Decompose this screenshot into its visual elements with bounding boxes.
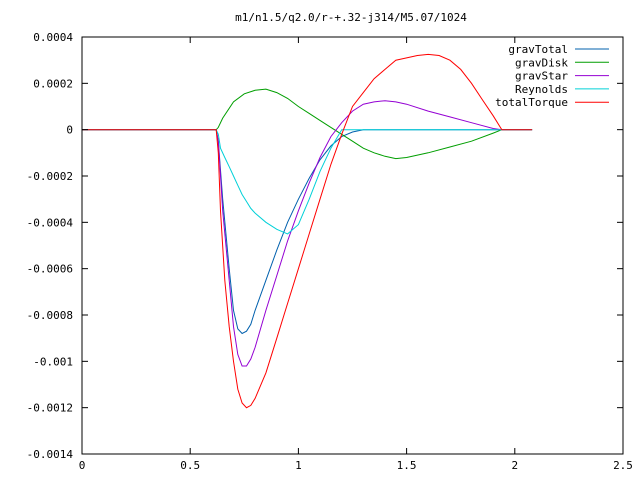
series-line-Reynolds bbox=[82, 129, 533, 235]
legend-label-gravStar: gravStar bbox=[515, 70, 568, 83]
legend-label-Reynolds: Reynolds bbox=[515, 83, 568, 96]
series-line-gravStar bbox=[82, 100, 533, 367]
y-tick-label: -0.0006 bbox=[27, 263, 73, 276]
x-tick-label: 0.5 bbox=[180, 459, 200, 472]
x-tick-label: 2.5 bbox=[613, 459, 633, 472]
x-tick-label: 0 bbox=[79, 459, 86, 472]
x-tick-label: 1.5 bbox=[397, 459, 417, 472]
y-tick-label: -0.0004 bbox=[27, 216, 74, 229]
ticks-layer: 0 0.5 1 1.5 2 2.5 0.0004 0.0002 0 -0.0002 -0.0004 -… bbox=[27, 31, 633, 472]
x-tick-label: 2 bbox=[511, 459, 518, 472]
legend: gravTotalgravDiskgravStarReynoldstotalTo… bbox=[495, 43, 609, 109]
series-layer bbox=[82, 53, 533, 409]
series-line-gravDisk bbox=[82, 88, 533, 160]
y-tick-label: -0.0002 bbox=[27, 170, 73, 183]
series-line-totalTorque bbox=[82, 53, 533, 409]
chart-title: m1/n1.5/q2.0/r-+.32-j314/M5.07/1024 bbox=[235, 11, 467, 24]
legend-label-totalTorque: totalTorque bbox=[495, 96, 568, 109]
y-tick-label: 0.0002 bbox=[33, 77, 73, 90]
y-tick-label: -0.0012 bbox=[27, 402, 73, 415]
y-tick-label: 0.0004 bbox=[33, 31, 73, 44]
y-tick-label: -0.0008 bbox=[27, 309, 73, 322]
legend-label-gravTotal: gravTotal bbox=[508, 43, 568, 56]
y-tick-label: -0.0014 bbox=[27, 448, 74, 461]
plot-frame bbox=[81, 36, 624, 455]
x-tick-label: 1 bbox=[295, 459, 302, 472]
y-tick-label: 0 bbox=[66, 124, 73, 137]
y-tick-label: -0.001 bbox=[33, 355, 73, 368]
legend-label-gravDisk: gravDisk bbox=[515, 56, 568, 69]
